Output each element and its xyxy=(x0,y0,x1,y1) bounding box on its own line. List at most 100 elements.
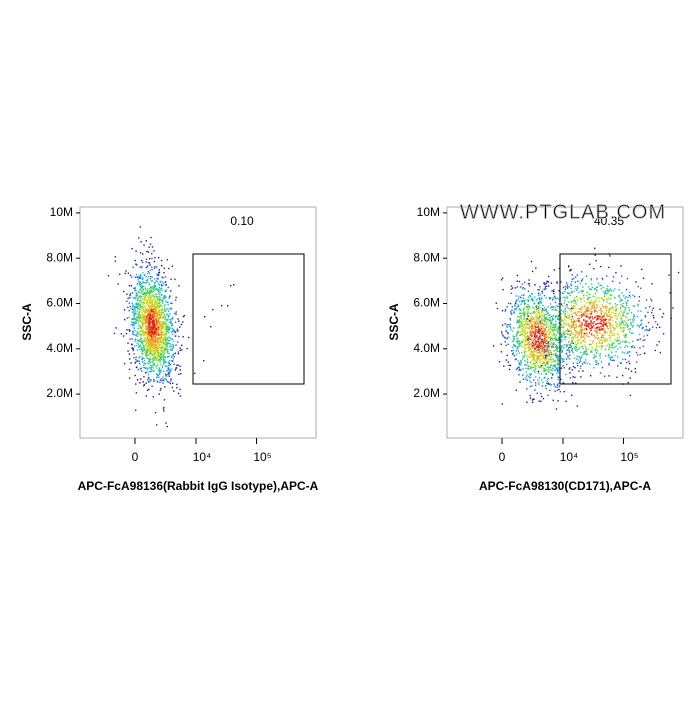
event-dot xyxy=(141,253,144,255)
event-dot xyxy=(547,306,549,308)
event-dot xyxy=(540,392,542,395)
event-dot xyxy=(144,317,146,320)
event-dot xyxy=(150,332,152,335)
event-dot xyxy=(612,331,615,334)
event-dot xyxy=(594,296,596,298)
event-dot xyxy=(549,339,552,341)
event-dot xyxy=(557,318,559,320)
event-dot xyxy=(157,342,159,344)
event-dot xyxy=(550,384,552,386)
event-dot xyxy=(149,319,151,322)
event-dot xyxy=(526,337,529,340)
event-dot xyxy=(650,298,652,300)
event-dot xyxy=(586,291,588,293)
event-dot xyxy=(524,360,526,362)
event-dot xyxy=(627,312,629,314)
event-dot xyxy=(573,345,575,347)
event-dot xyxy=(153,295,155,297)
event-dot xyxy=(150,334,152,336)
event-dot xyxy=(134,345,136,347)
event-dot xyxy=(644,315,646,317)
event-dot xyxy=(554,364,556,366)
event-dot xyxy=(541,290,543,293)
event-dot xyxy=(153,347,155,350)
event-dot xyxy=(554,360,556,362)
event-dot xyxy=(150,366,153,368)
event-dot xyxy=(148,339,150,342)
event-dot xyxy=(539,300,541,303)
event-dot xyxy=(592,302,594,305)
event-dot xyxy=(154,306,157,309)
event-dot xyxy=(176,328,179,330)
event-dot xyxy=(145,351,147,353)
event-dot xyxy=(572,339,574,341)
event-dot xyxy=(146,351,148,353)
event-dot xyxy=(127,350,129,352)
event-dot xyxy=(531,329,534,331)
event-dot xyxy=(529,312,531,315)
event-dot xyxy=(589,263,591,266)
event-dot xyxy=(139,281,142,284)
event-dot xyxy=(543,354,545,356)
event-dot xyxy=(162,346,164,349)
event-dot xyxy=(600,361,603,363)
event-dot xyxy=(505,359,508,361)
event-dot xyxy=(161,352,163,354)
event-dot xyxy=(577,348,579,350)
event-dot xyxy=(555,338,558,340)
event-dot xyxy=(600,313,603,316)
event-dot xyxy=(154,348,156,350)
event-dot xyxy=(165,314,168,316)
event-dot xyxy=(131,292,134,294)
event-dot xyxy=(570,287,572,290)
event-dot xyxy=(545,348,548,350)
event-dot xyxy=(513,337,515,339)
event-dot xyxy=(548,350,550,352)
event-dot xyxy=(600,297,603,300)
event-dot xyxy=(530,332,532,335)
event-dot xyxy=(156,347,159,350)
event-dot xyxy=(542,367,544,369)
event-dot xyxy=(555,320,557,323)
event-dot xyxy=(154,345,156,347)
y-tick-label: 2.0M xyxy=(413,386,440,400)
event-dot xyxy=(149,346,152,349)
event-dot xyxy=(549,389,551,392)
event-dot xyxy=(153,313,156,315)
event-dot xyxy=(541,348,543,350)
event-dot xyxy=(592,322,594,325)
event-dot xyxy=(171,317,174,319)
event-dot xyxy=(561,350,563,353)
event-dot xyxy=(595,326,598,329)
event-dot xyxy=(519,296,522,299)
event-dot xyxy=(155,329,158,331)
event-dot xyxy=(171,386,174,389)
event-dot xyxy=(574,341,576,343)
event-dot xyxy=(146,339,148,341)
event-dot xyxy=(146,347,149,349)
event-dot xyxy=(143,334,146,337)
event-dot xyxy=(156,339,159,341)
event-dot xyxy=(535,330,537,333)
event-dot xyxy=(580,326,583,328)
event-dot xyxy=(163,272,165,274)
event-dot xyxy=(607,321,609,324)
event-dot xyxy=(545,339,548,341)
event-dot xyxy=(174,335,177,338)
event-dot xyxy=(540,323,543,325)
event-dot xyxy=(515,335,518,337)
event-dot xyxy=(524,320,526,323)
event-dot xyxy=(581,306,584,309)
event-dot xyxy=(580,330,583,332)
event-dot xyxy=(157,332,159,335)
event-dot xyxy=(517,319,519,322)
event-dot xyxy=(518,321,520,324)
event-dot xyxy=(506,326,509,328)
event-dot xyxy=(606,338,608,340)
event-dot xyxy=(154,301,157,304)
event-dot xyxy=(163,315,165,317)
event-dot xyxy=(569,377,572,379)
event-dot xyxy=(580,316,583,318)
event-dot xyxy=(146,331,148,333)
event-dot xyxy=(179,326,181,328)
